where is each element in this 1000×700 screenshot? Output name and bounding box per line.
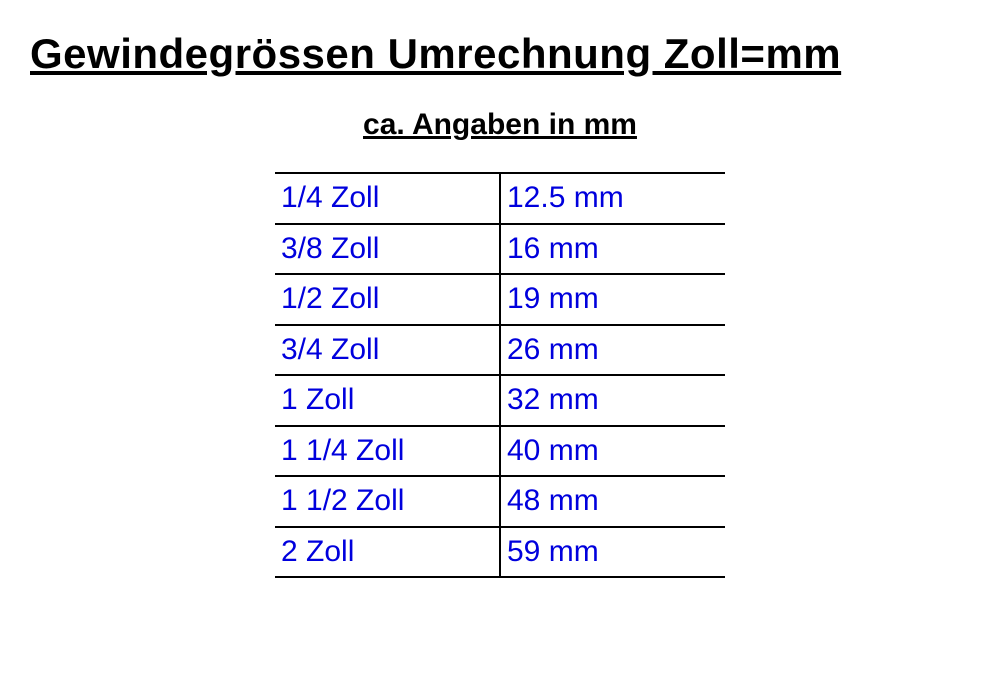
- table-row: 1/4 Zoll 12.5 mm: [275, 173, 725, 224]
- cell-zoll: 1/2 Zoll: [275, 274, 500, 325]
- table-row: 1 Zoll 32 mm: [275, 375, 725, 426]
- table-row: 1/2 Zoll 19 mm: [275, 274, 725, 325]
- cell-zoll: 1 1/2 Zoll: [275, 476, 500, 527]
- cell-mm: 40 mm: [500, 426, 725, 477]
- table-row: 3/4 Zoll 26 mm: [275, 325, 725, 376]
- page-title: Gewindegrössen Umrechnung Zoll=mm: [30, 30, 970, 78]
- conversion-table-wrap: 1/4 Zoll 12.5 mm 3/8 Zoll 16 mm 1/2 Zoll…: [30, 172, 970, 578]
- cell-zoll: 1/4 Zoll: [275, 173, 500, 224]
- cell-zoll: 2 Zoll: [275, 527, 500, 578]
- cell-mm: 16 mm: [500, 224, 725, 275]
- table-row: 1 1/4 Zoll 40 mm: [275, 426, 725, 477]
- cell-mm: 12.5 mm: [500, 173, 725, 224]
- cell-mm: 26 mm: [500, 325, 725, 376]
- table-row: 3/8 Zoll 16 mm: [275, 224, 725, 275]
- cell-mm: 32 mm: [500, 375, 725, 426]
- cell-zoll: 3/8 Zoll: [275, 224, 500, 275]
- cell-zoll: 1 Zoll: [275, 375, 500, 426]
- cell-zoll: 1 1/4 Zoll: [275, 426, 500, 477]
- cell-mm: 48 mm: [500, 476, 725, 527]
- cell-mm: 59 mm: [500, 527, 725, 578]
- page-subtitle: ca. Angaben in mm: [30, 108, 970, 142]
- cell-mm: 19 mm: [500, 274, 725, 325]
- cell-zoll: 3/4 Zoll: [275, 325, 500, 376]
- conversion-table: 1/4 Zoll 12.5 mm 3/8 Zoll 16 mm 1/2 Zoll…: [275, 172, 725, 578]
- table-row: 1 1/2 Zoll 48 mm: [275, 476, 725, 527]
- table-row: 2 Zoll 59 mm: [275, 527, 725, 578]
